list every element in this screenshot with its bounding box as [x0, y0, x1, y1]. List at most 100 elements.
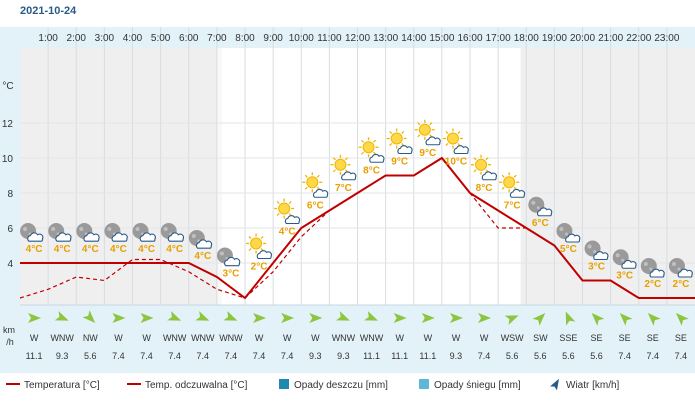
sun-cloud-icon: [442, 128, 469, 155]
sun-disc: [446, 132, 459, 145]
temperature-data-label: 7°C: [335, 183, 352, 194]
moon-disc: [668, 258, 685, 274]
sun-disc: [503, 176, 516, 189]
temperature-line: [20, 156, 695, 300]
hour-label: 4:00: [123, 33, 143, 44]
sun-disc: [306, 176, 319, 189]
cloud-night-icon: [188, 230, 213, 249]
cloud-shape: [27, 232, 44, 242]
moon-crater: [79, 227, 84, 231]
wind-speed-label: 5.6: [590, 351, 603, 361]
hour-label: 20:00: [570, 33, 595, 44]
temperature-data-label: 8°C: [363, 165, 380, 176]
wind-speed-label: 9.3: [309, 351, 322, 361]
hour-label: 13:00: [373, 33, 398, 44]
wind-speed-label: 7.4: [112, 351, 125, 361]
temperature-data-label: 3°C: [616, 270, 633, 281]
wind-arrow-shape: [421, 313, 435, 323]
sun-ray: [332, 169, 336, 173]
sun-ray: [429, 122, 433, 126]
wind-speed-label: 11.1: [26, 351, 43, 361]
moon-crater: [677, 267, 681, 271]
wind-arrow-icon: [112, 313, 126, 323]
wind-speed-label: 5.6: [506, 351, 519, 361]
moon-disc: [556, 223, 573, 239]
cloud-shape: [565, 233, 581, 243]
forecast-date: 2021-10-24: [20, 5, 77, 17]
sun-ray: [417, 122, 421, 126]
wind-speed-label: 7.4: [140, 351, 153, 361]
hour-label: 23:00: [654, 33, 679, 44]
wind-arrow-shape: [54, 311, 69, 321]
wind-arrow-shape: [167, 311, 182, 321]
cloud-shape: [677, 268, 693, 278]
night-shade: [520, 48, 695, 305]
wind-speed-label: 7.4: [225, 351, 238, 361]
cloud-shape: [284, 215, 301, 225]
cloud-shape: [195, 239, 213, 249]
sun-cloud-icon: [414, 119, 441, 146]
legend-rain-label: Opady deszczu [mm]: [294, 380, 388, 391]
wind-speed-label: 7.4: [675, 351, 688, 361]
cloud-shape: [83, 232, 100, 242]
cloud-shape: [536, 207, 553, 217]
wind-arrow-icon: [675, 313, 689, 326]
sun-ray: [260, 235, 264, 240]
hour-label: 12:00: [345, 33, 370, 44]
sun-ray: [501, 174, 505, 178]
wind-arrow-shape: [195, 311, 210, 321]
wind-arrow-shape: [364, 311, 379, 321]
temperature-data-label: 4°C: [166, 244, 183, 255]
hour-label: 11:00: [317, 33, 342, 44]
temperature-data-label: 3°C: [223, 269, 240, 280]
legend-wind-label: Wiatr [km/h]: [566, 380, 620, 391]
wind-arrow-icon: [565, 311, 576, 326]
wind-speed-label: 7.4: [478, 351, 491, 361]
legend-rain-swatch: [279, 379, 289, 389]
wind-arrow-icon: [504, 315, 519, 325]
cloud-shape: [312, 188, 329, 198]
wind-direction-label: W: [395, 333, 404, 343]
moon-crater: [531, 200, 536, 205]
wind-speed-label: 5.6: [534, 351, 547, 361]
hour-label: 21:00: [598, 33, 623, 44]
moon-cloud-icon: [640, 258, 665, 278]
sun-ray: [473, 157, 477, 161]
moon-disc: [612, 249, 629, 266]
wind-direction-label: SE: [647, 333, 659, 343]
cloud-shape: [256, 250, 272, 260]
temperature-data-label: 2°C: [644, 279, 661, 290]
hour-label: 18:00: [514, 33, 539, 44]
temperature-data-label: 6°C: [307, 200, 324, 211]
hour-label: 3:00: [95, 33, 115, 44]
wind-arrow-icon: [449, 313, 463, 323]
moon-crater: [643, 262, 648, 266]
cloud-shape: [425, 136, 441, 146]
moon-crater: [163, 227, 168, 231]
temperature-data-label: 9°C: [391, 157, 408, 168]
moon-crater: [536, 206, 540, 210]
legend-wind-shape: [550, 378, 559, 391]
y-tick-label: 12: [2, 119, 14, 130]
moon-cloud-icon: [584, 240, 609, 261]
wind-arrow-icon: [195, 311, 210, 321]
legend-wind-icon: [550, 378, 559, 391]
sun-ray: [248, 247, 252, 252]
hour-label: 19:00: [542, 33, 567, 44]
wind-arrow-shape: [82, 310, 96, 323]
sun-ray: [389, 142, 393, 147]
temperature-data-label: 4°C: [54, 244, 71, 255]
moon-crater: [615, 253, 620, 258]
moon-crater: [559, 227, 564, 231]
wind-direction-label: W: [142, 333, 151, 343]
moon-disc: [584, 240, 601, 257]
sun-ray: [344, 157, 348, 161]
legend-snow-swatch: [419, 379, 429, 389]
temperature-data-label: 4°C: [82, 244, 99, 255]
night-shade: [20, 48, 217, 305]
wind-arrow-icon: [335, 311, 350, 321]
wind-arrow-shape: [478, 313, 492, 323]
hour-label: 14:00: [401, 33, 426, 44]
temperature-data-label: 10°C: [445, 157, 467, 168]
